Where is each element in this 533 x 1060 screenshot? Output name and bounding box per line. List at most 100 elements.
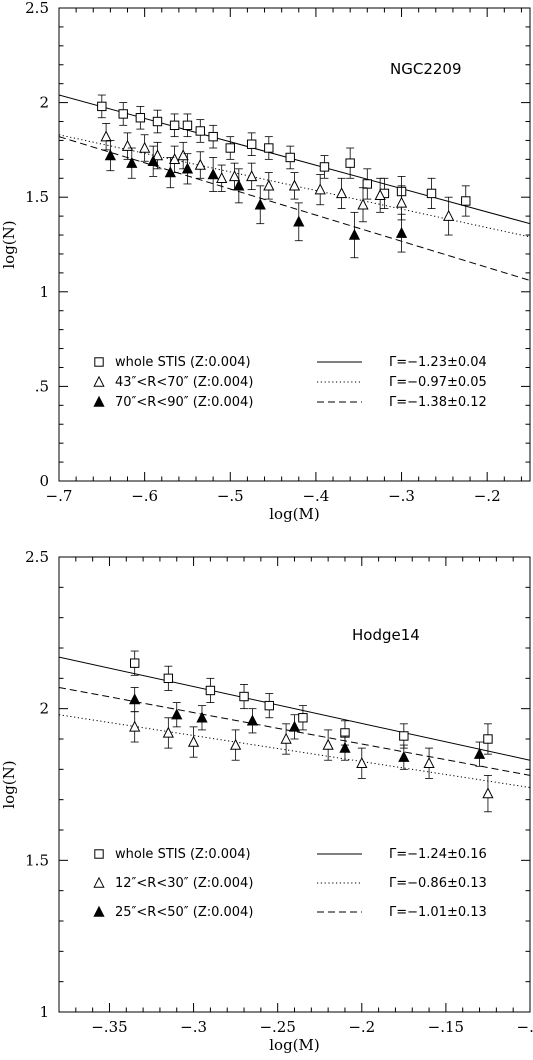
x-tick-label: −.2 — [348, 1018, 375, 1036]
legend-marker — [93, 905, 105, 917]
legend-marker — [93, 375, 105, 387]
legend: whole STIS (Z:0.004) 12″<R<30″ (Z:0.004) 2… — [93, 847, 487, 920]
x-axis-label: log(M) — [269, 505, 320, 523]
data-point — [230, 738, 242, 750]
data-point — [395, 226, 408, 238]
data-point — [483, 734, 493, 744]
panel-title: Hodge14 — [352, 626, 420, 644]
data-point — [216, 171, 228, 183]
data-point — [357, 198, 369, 210]
data-point — [152, 116, 163, 127]
data-point — [147, 154, 159, 166]
legend-fit-label: Γ=−1.23±0.04 — [389, 355, 487, 370]
data-point — [319, 162, 330, 172]
legend: whole STIS (Z:0.004) 43″<R<70″ (Z:0.004) 7… — [93, 355, 487, 410]
chart-panel-2: −.35 −.3 −.25 −.2 −.15 −.1 1 1.5 2 2.5 log(M) log(N… — [0, 548, 533, 1054]
y-axis-label: log(N) — [0, 220, 18, 268]
data-point — [264, 143, 274, 153]
data-point — [339, 741, 351, 753]
data-point — [461, 196, 471, 206]
data-layer — [59, 94, 530, 281]
data-point — [335, 187, 348, 199]
data-point — [473, 747, 486, 759]
x-tick-label: −.1 — [517, 1018, 533, 1036]
data-point — [264, 700, 274, 711]
data-point — [164, 166, 176, 178]
data-point — [228, 170, 241, 182]
data-point — [285, 152, 295, 163]
legend-label: 25″<R<50″ (Z:0.004) — [115, 905, 253, 920]
data-point — [194, 158, 206, 170]
x-tick-label: −.3 — [388, 487, 415, 505]
legend-label: whole STIS (Z:0.004) — [115, 355, 251, 370]
legend-label: 43″<R<70″ (Z:0.004) — [115, 375, 253, 390]
y-tick-label: 1 — [39, 1003, 49, 1021]
chart-panel-1: −.7 −.6 −.5 −.4 −.3 −.2 0 .5 1 1.5 2 2.5 log(M) log(N… — [0, 0, 531, 523]
data-point — [298, 713, 308, 723]
x-tick-label: −.35 — [91, 1018, 127, 1036]
data-point — [163, 673, 174, 684]
plot-frame — [58, 7, 531, 482]
data-point — [181, 162, 194, 174]
plot-frame — [58, 556, 531, 1013]
data-point — [129, 720, 141, 732]
data-point — [399, 731, 409, 741]
fit-line-dotted — [59, 134, 530, 238]
data-point — [263, 179, 275, 191]
data-point — [362, 179, 372, 189]
y-tick-label: 2.5 — [25, 548, 49, 566]
data-point — [398, 750, 410, 762]
data-point — [169, 120, 180, 131]
fit-line-solid — [59, 656, 530, 761]
data-point — [118, 109, 128, 119]
legend-fit-label: Γ=−1.01±0.13 — [389, 905, 487, 920]
data-point — [356, 756, 368, 768]
y-tick-label: 2 — [39, 700, 49, 718]
data-point — [348, 228, 361, 240]
data-point — [293, 215, 305, 227]
data-point — [151, 149, 164, 161]
data-point — [135, 113, 146, 123]
data-point — [207, 168, 219, 180]
data-point — [162, 726, 174, 738]
data-point — [374, 189, 386, 201]
x-axis-label: log(M) — [269, 1036, 320, 1054]
legend-label: 70″<R<90″ (Z:0.004) — [115, 395, 253, 410]
data-point — [104, 149, 116, 161]
data-point — [443, 209, 455, 221]
data-point — [423, 756, 435, 768]
x-tick-label: −.5 — [217, 487, 244, 505]
data-point — [225, 143, 235, 153]
data-point — [345, 158, 355, 168]
y-axis-label: log(N) — [0, 760, 18, 808]
data-point — [280, 732, 292, 744]
y-tick-label: 0 — [39, 472, 49, 490]
legend-label: whole STIS (Z:0.004) — [115, 847, 251, 862]
x-tick-label: −.4 — [302, 487, 329, 505]
legend-marker — [94, 357, 104, 367]
legend-marker — [93, 876, 105, 888]
data-point — [168, 153, 181, 165]
fit-line-dashed — [59, 136, 530, 281]
data-point — [208, 131, 218, 142]
data-point — [246, 714, 259, 726]
data-point — [139, 141, 151, 153]
data-point — [182, 120, 193, 131]
legend-fit-label: Γ=−1.24±0.16 — [389, 847, 487, 862]
panel-title: NGC2209 — [390, 60, 462, 78]
legend-marker — [93, 395, 105, 407]
data-point — [97, 101, 107, 112]
x-tick-label: −.25 — [259, 1018, 295, 1036]
x-tick-label: −.3 — [180, 1018, 207, 1036]
y-tick-label: 1.5 — [25, 851, 49, 869]
y-tick-label: 2.5 — [25, 0, 49, 17]
data-point — [246, 170, 258, 182]
x-tick-label: −.2 — [474, 487, 501, 505]
data-point — [100, 130, 112, 142]
legend-fit-label: Γ=−0.86±0.13 — [389, 876, 487, 891]
data-point — [205, 685, 216, 696]
y-tick-label: 1 — [39, 283, 49, 301]
legend-label: 12″<R<30″ (Z:0.004) — [115, 876, 253, 891]
y-tick-label: 2 — [39, 94, 49, 112]
